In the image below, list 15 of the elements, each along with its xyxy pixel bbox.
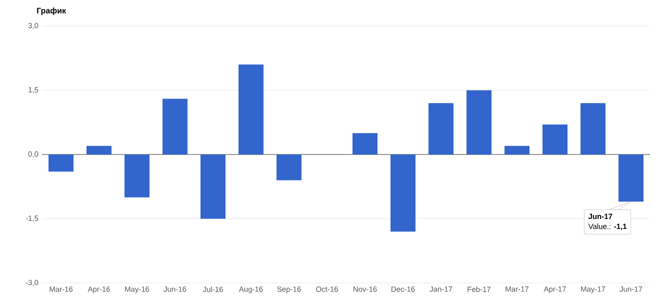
bar (428, 103, 454, 154)
bar (276, 154, 302, 180)
bar (542, 124, 568, 154)
bar (504, 146, 530, 154)
bar (466, 90, 492, 154)
bar (162, 98, 188, 154)
bar (86, 146, 112, 154)
bar (352, 133, 378, 154)
bar (580, 103, 606, 154)
bar (48, 154, 74, 172)
bar (124, 154, 150, 198)
bar (200, 154, 226, 219)
bar (238, 64, 264, 154)
chart-title: График (37, 8, 66, 15)
bar (390, 154, 416, 232)
